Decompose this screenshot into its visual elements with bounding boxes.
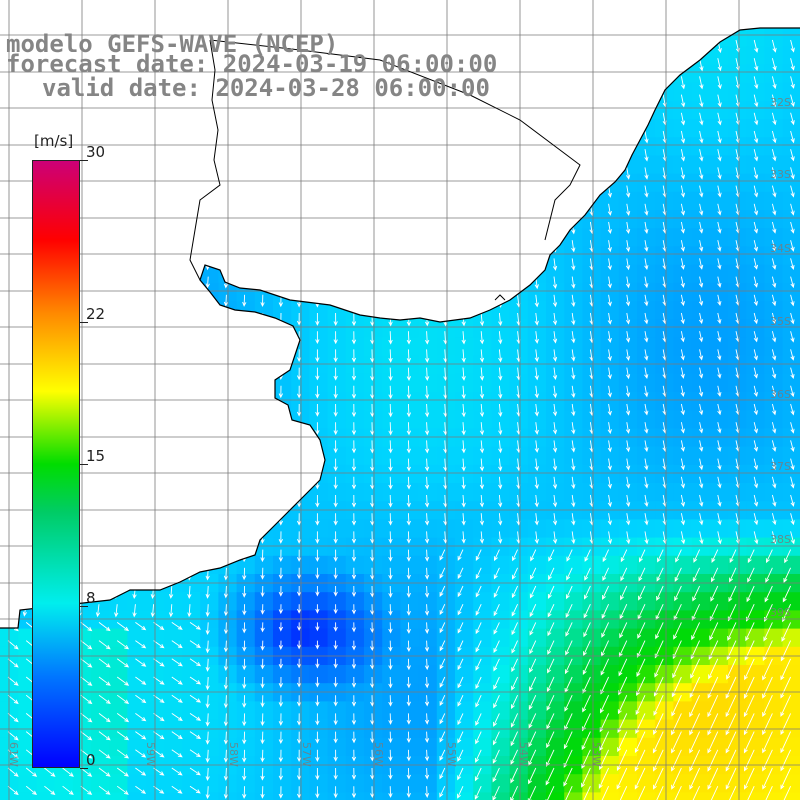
border-line	[189, 39, 581, 301]
longitude-label: 56W	[372, 742, 385, 767]
colorbar-tick-label: 30	[86, 143, 106, 161]
model-title: modelo GEFS-WAVE (NCEP)	[6, 30, 339, 58]
latitude-label: 37S	[770, 460, 791, 473]
longitude-label: 57W	[300, 742, 313, 767]
longitude-label: 58W	[227, 742, 240, 767]
valid-date: valid date: 2024-03-28 06:00:00	[42, 74, 490, 102]
latitude-label: 39S	[770, 606, 791, 619]
longitude-label: 61W	[7, 742, 20, 767]
latitude-label: 36S	[770, 388, 791, 401]
longitude-label: 54W	[517, 742, 530, 767]
colorbar-tick	[80, 322, 88, 324]
longitude-label: 53W	[590, 742, 603, 767]
colorbar-tick-label: 22	[86, 305, 106, 324]
coastline	[0, 27, 800, 629]
colorbar	[32, 160, 80, 768]
latitude-label: 33S	[770, 168, 791, 181]
colorbar-tick	[80, 464, 88, 465]
latitude-label: 35S	[770, 315, 791, 328]
colorbar-tick-label: 15	[86, 447, 106, 465]
latitude-label: 38S	[770, 533, 791, 546]
colorbar-tick	[80, 605, 88, 607]
colorbar-tick	[80, 768, 88, 769]
latitude-label: 32S	[770, 96, 791, 109]
wind-speed-field	[0, 28, 800, 800]
forecast-date: forecast date: 2024-03-19 06:00:00	[6, 50, 498, 78]
colorbar-unit: [m/s]	[34, 132, 74, 150]
colorbar-tick	[80, 160, 88, 161]
latitude-label: 34S	[770, 242, 791, 255]
colorbar-tick-label: 0	[86, 751, 96, 769]
colorbar-tick-label: 8	[86, 588, 96, 607]
longitude-label: 55W	[445, 742, 458, 767]
longitude-label: 59W	[144, 742, 157, 767]
